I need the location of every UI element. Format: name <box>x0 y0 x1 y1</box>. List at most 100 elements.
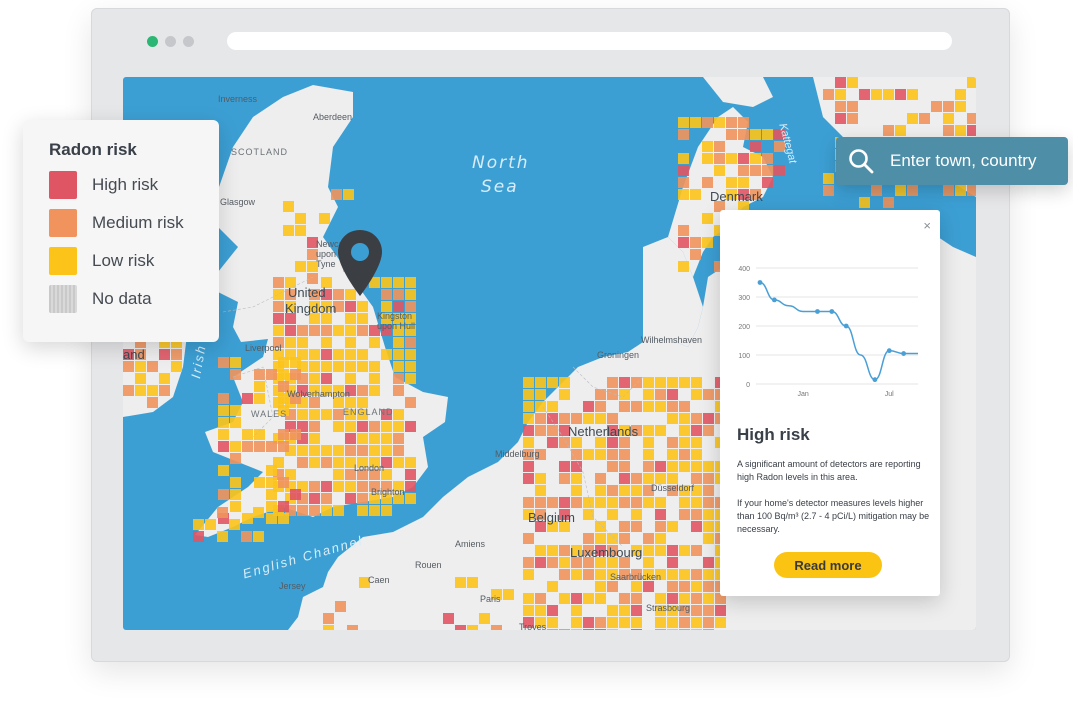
risk-cell <box>655 401 666 412</box>
risk-cell <box>655 545 666 556</box>
risk-cell <box>967 113 976 124</box>
newcastle-label: Newcastle upon Tyne <box>316 239 358 269</box>
read-more-button[interactable]: Read more <box>774 552 882 578</box>
legend-item-high: High risk <box>49 171 158 199</box>
risk-cell <box>273 277 284 288</box>
location-pin-icon[interactable] <box>336 228 384 300</box>
ireland-label: and <box>123 347 145 362</box>
search-icon[interactable] <box>848 148 874 174</box>
risk-cell <box>559 425 570 436</box>
risk-cell <box>726 129 737 140</box>
risk-cell <box>715 617 726 628</box>
risk-cell <box>643 437 654 448</box>
risk-cell <box>535 557 546 568</box>
north-sea-label: Sea <box>481 177 519 197</box>
legend-swatch-nodata <box>49 285 77 313</box>
risk-cell <box>738 153 749 164</box>
risk-cell <box>919 113 930 124</box>
search-box[interactable] <box>836 137 1068 185</box>
risk-cell <box>321 325 332 336</box>
risk-cell <box>357 301 368 312</box>
risk-cell <box>643 557 654 568</box>
risk-cell <box>333 325 344 336</box>
risk-cell <box>266 501 277 512</box>
window-dot-gray[interactable] <box>183 36 194 47</box>
risk-cell <box>643 473 654 484</box>
risk-cell <box>254 369 265 380</box>
risk-cell <box>619 437 630 448</box>
search-input[interactable] <box>890 151 1060 171</box>
risk-cell <box>607 545 618 556</box>
risk-cell <box>309 361 320 372</box>
risk-cell <box>171 337 182 348</box>
risk-cell <box>607 377 618 388</box>
risk-cell <box>369 505 380 516</box>
risk-cell <box>405 301 416 312</box>
risk-cell <box>714 261 725 272</box>
risk-cell <box>393 493 404 504</box>
risk-cell <box>345 397 356 408</box>
risk-cell <box>253 507 264 518</box>
risk-cell <box>135 337 146 348</box>
risk-cell <box>607 461 618 472</box>
risk-cell <box>583 545 594 556</box>
risk-cell <box>393 445 404 456</box>
risk-cell <box>285 481 296 492</box>
risk-cell <box>297 433 308 444</box>
risk-cell <box>774 165 785 176</box>
risk-info-popup: × 0 100 200 300 400 Jan Jul High risk A signif… <box>720 210 940 596</box>
risk-cell <box>547 617 558 628</box>
risk-cell <box>691 497 702 508</box>
risk-cell <box>703 521 714 532</box>
risk-cell <box>333 469 344 480</box>
risk-cell <box>655 497 666 508</box>
risk-cell <box>907 185 918 196</box>
risk-cell <box>523 401 534 412</box>
risk-cell <box>631 581 642 592</box>
risk-cell <box>678 177 689 188</box>
legend-swatch-medium <box>49 209 77 237</box>
close-icon[interactable]: × <box>923 218 931 233</box>
risk-cell <box>967 77 976 88</box>
risk-cell <box>583 497 594 508</box>
window-dot-green[interactable] <box>147 36 158 47</box>
risk-cell <box>321 337 332 348</box>
risk-cell <box>583 617 594 628</box>
risk-cell <box>405 313 416 324</box>
risk-cell <box>333 301 344 312</box>
saarbrucken-label: Saarbrücken <box>610 572 662 582</box>
risk-cell <box>357 433 368 444</box>
radon-level-chart: 0 100 200 300 400 Jan Jul <box>738 266 918 398</box>
norway-land <box>703 77 773 107</box>
risk-cell <box>667 437 678 448</box>
risk-cell <box>667 605 678 616</box>
risk-cell <box>955 185 966 196</box>
risk-cell <box>357 349 368 360</box>
risk-cell <box>619 617 630 628</box>
risk-cell <box>218 465 229 476</box>
risk-cell <box>871 185 882 196</box>
risk-cell <box>571 557 582 568</box>
risk-cell <box>405 421 416 432</box>
jersey-label: Jersey <box>279 581 306 591</box>
window-dot-gray[interactable] <box>165 36 176 47</box>
risk-cell <box>193 519 204 530</box>
risk-cell <box>357 469 368 480</box>
north-sea-label: North <box>472 153 530 173</box>
risk-cell <box>393 313 404 324</box>
risk-cell <box>619 521 630 532</box>
risk-cell <box>523 449 534 460</box>
risk-cell <box>619 449 630 460</box>
risk-cell <box>691 485 702 496</box>
risk-cell <box>559 377 570 388</box>
risk-cell <box>321 481 332 492</box>
risk-cell <box>714 117 725 128</box>
risk-cell <box>703 389 714 400</box>
risk-cell <box>455 625 466 630</box>
map-borders <box>222 276 644 548</box>
risk-cell <box>357 313 368 324</box>
address-bar[interactable] <box>227 32 952 50</box>
risk-cell <box>285 277 296 288</box>
risk-cell <box>217 507 228 518</box>
risk-cell <box>595 617 606 628</box>
